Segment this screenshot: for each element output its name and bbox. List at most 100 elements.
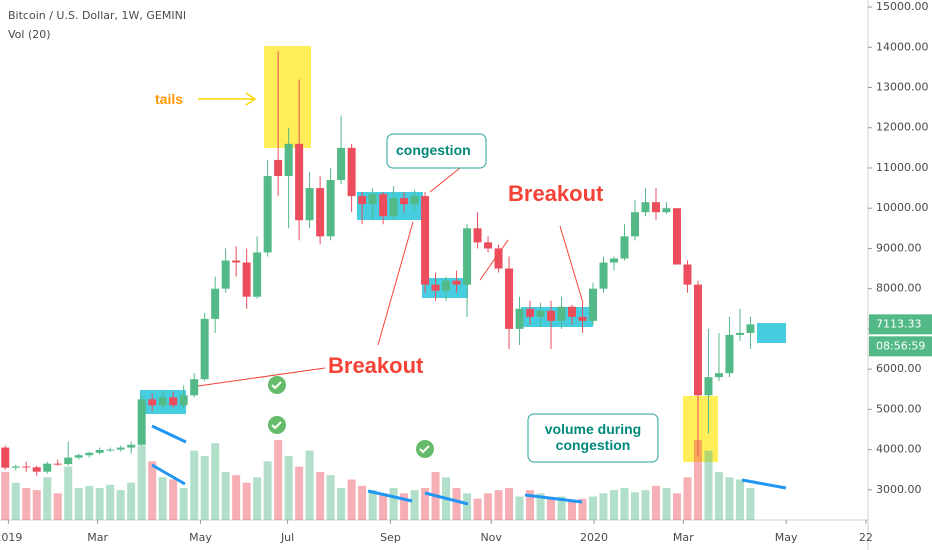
- candle-body: [442, 280, 451, 291]
- candle-body: [11, 466, 20, 468]
- candle-body: [169, 397, 178, 406]
- volume-bar: [137, 445, 146, 520]
- candle-body: [221, 260, 230, 289]
- volume-bar: [295, 466, 304, 520]
- x-tick-label: Nov: [480, 531, 502, 544]
- candle-body: [379, 194, 388, 217]
- annotation: Breakout: [508, 181, 604, 206]
- volume-bar: [568, 500, 577, 520]
- y-tick-label: 13000.00: [876, 81, 929, 94]
- candle-body: [53, 463, 62, 465]
- candle-body: [32, 467, 41, 472]
- candle-body: [305, 188, 314, 221]
- candle-body: [347, 147, 356, 197]
- candle-body: [589, 288, 598, 321]
- countdown-box: [869, 336, 932, 357]
- candle-body: [274, 159, 283, 177]
- annotation: Breakout: [328, 353, 424, 378]
- candle-body: [714, 373, 723, 378]
- y-tick-label: 6000.00: [876, 362, 922, 375]
- highlight-box: [264, 46, 311, 148]
- candle-body: [1, 447, 10, 468]
- x-tick-label: 22: [859, 531, 873, 544]
- volume-bar: [106, 484, 115, 520]
- x-tick-label: Sep: [380, 531, 401, 544]
- candle-body: [22, 466, 31, 468]
- volume-bar: [725, 477, 734, 520]
- candle-body: [452, 280, 461, 285]
- candle-body: [326, 180, 335, 237]
- volume-bar: [22, 488, 31, 520]
- candle-body: [253, 252, 262, 297]
- volume-bar: [589, 496, 598, 520]
- volume-bar: [610, 490, 619, 520]
- candle-body: [179, 395, 188, 406]
- volume-bar: [11, 482, 20, 520]
- countdown-label: 08:56:59: [876, 339, 925, 352]
- volume-bar: [693, 440, 702, 520]
- y-tick-label: 12000.00: [876, 121, 929, 134]
- volume-bar: [683, 477, 692, 520]
- y-tick-label: 15000.00: [876, 0, 929, 13]
- candle-body: [316, 188, 325, 237]
- y-tick-label: 9000.00: [876, 241, 922, 254]
- volume-bar: [274, 440, 283, 520]
- volume-bar: [505, 488, 514, 520]
- volume-bar: [379, 493, 388, 520]
- candle-body: [515, 308, 524, 329]
- y-tick-label: 5000.00: [876, 402, 922, 415]
- candle-body: [746, 324, 755, 333]
- volume-bar: [578, 498, 587, 520]
- volume-bar: [263, 461, 272, 520]
- volume-bar: [704, 450, 713, 520]
- volume-bar: [347, 479, 356, 520]
- volume-bar: [735, 479, 744, 520]
- arrow: [197, 167, 584, 387]
- candle-body: [43, 463, 52, 472]
- arrow: [198, 92, 257, 106]
- volume-bar: [557, 496, 566, 520]
- candle-body: [95, 449, 104, 453]
- marks: [1, 51, 755, 520]
- volume-bar: [326, 475, 335, 520]
- candle-body: [547, 310, 556, 321]
- volume-bar: [284, 456, 293, 520]
- y-tick-label: 4000.00: [876, 443, 922, 456]
- volume-bar: [515, 496, 524, 520]
- candle-body: [284, 143, 293, 177]
- candle-body: [704, 377, 713, 396]
- candle-body: [242, 262, 251, 297]
- candle-body: [651, 202, 660, 213]
- volume-bar: [526, 490, 535, 520]
- volume-bar: [463, 493, 472, 520]
- candle-body: [494, 248, 503, 269]
- volume-bar: [400, 493, 409, 520]
- x-tick-label: May: [189, 531, 212, 544]
- candle-body: [232, 260, 241, 263]
- highlight-box: [683, 396, 718, 462]
- candle-body: [116, 447, 125, 450]
- volume-bar: [337, 488, 346, 520]
- callout-box: [527, 413, 659, 463]
- volume-bar: [116, 490, 125, 520]
- candle-body: [662, 208, 671, 213]
- volume-bar: [599, 493, 608, 520]
- candle-body: [431, 284, 440, 291]
- y-tick-label: 11000.00: [876, 161, 929, 174]
- candle-body: [368, 194, 377, 205]
- candle-body: [599, 262, 608, 289]
- candle-body: [190, 379, 199, 396]
- volume-bar: [368, 490, 377, 520]
- volume-bar: [746, 488, 755, 520]
- trend-line: [151, 424, 787, 506]
- candle-body: [641, 202, 650, 213]
- volume-bar: [473, 498, 482, 520]
- volume-bar: [620, 488, 629, 520]
- candle-body: [505, 268, 514, 329]
- volume-bar: [305, 450, 314, 520]
- candle-body: [568, 306, 577, 317]
- candle-body: [127, 444, 136, 448]
- x-tick-label: Jul: [280, 531, 294, 544]
- y-tick-label: 14000.00: [876, 40, 929, 53]
